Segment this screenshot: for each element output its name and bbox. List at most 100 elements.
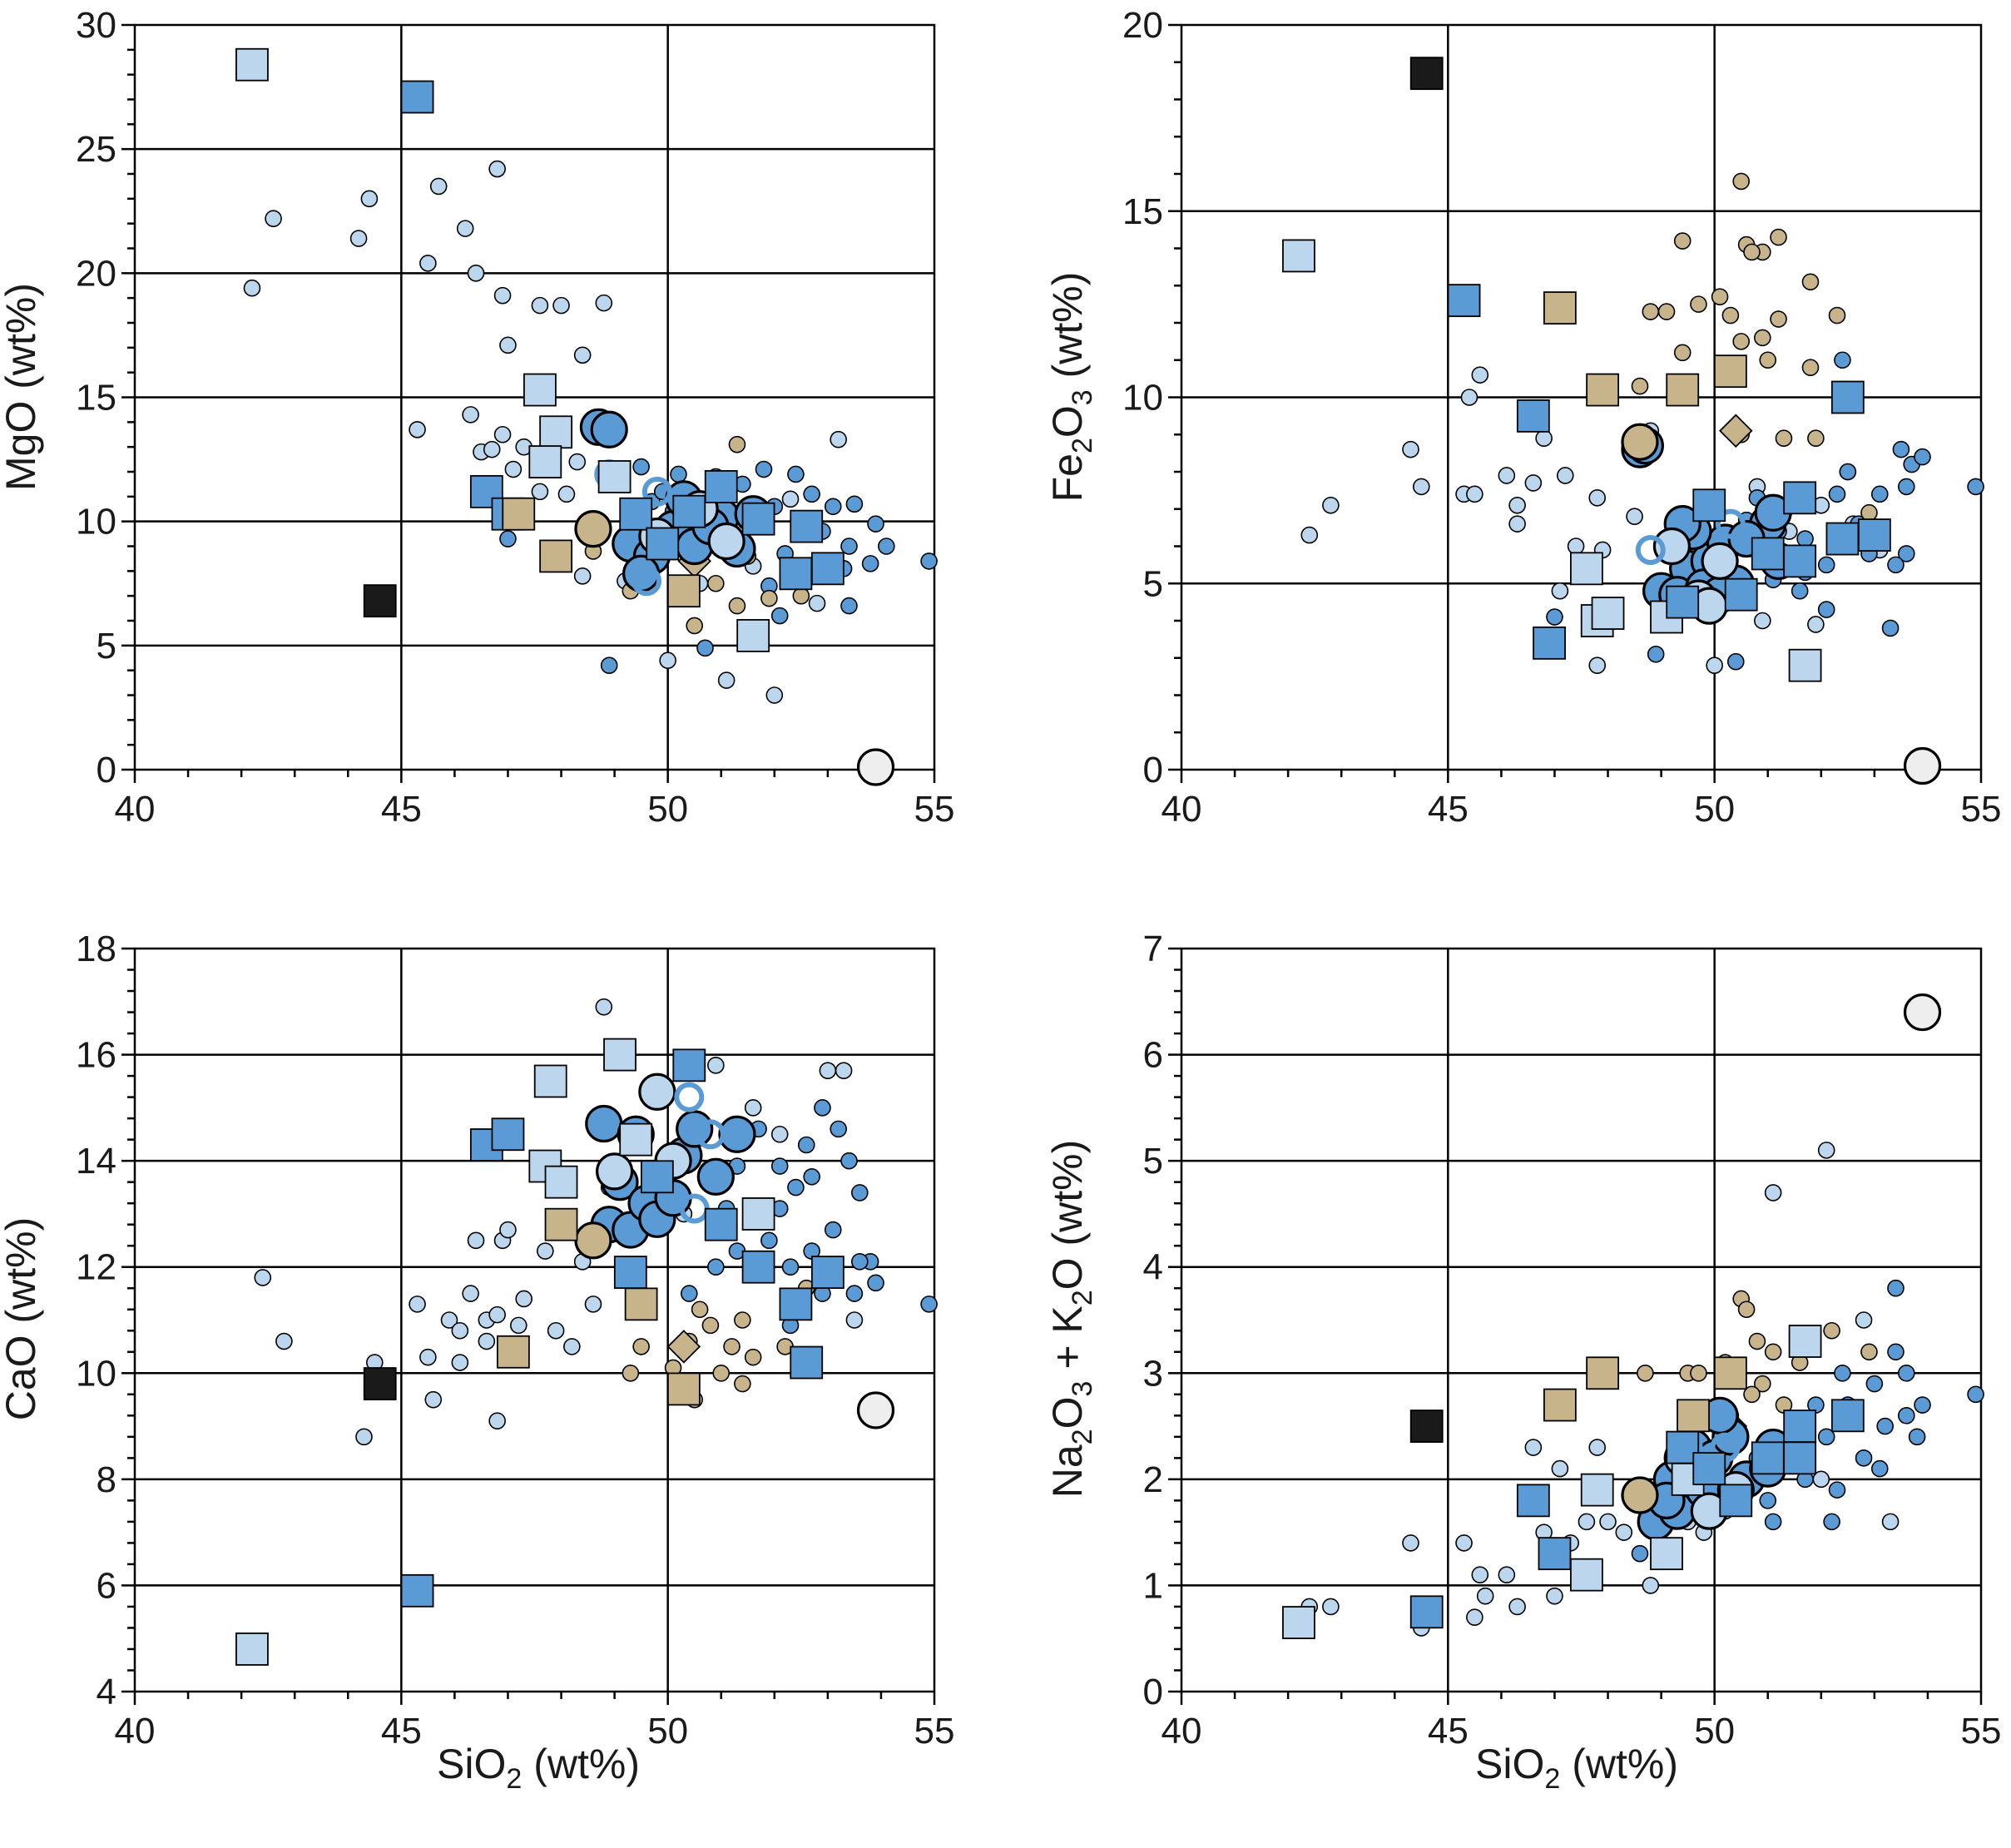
panel-cao-vs-sio2: 40 45 50 55 4 6 8 10 12 14 16 18 [76,929,954,1751]
cao-x-tick-label: 40 [115,1711,156,1751]
mgo-sample-point [349,230,368,247]
alk-sample-point [1860,1343,1878,1361]
fe2o3-sample-point [1546,608,1563,626]
alk-sample-point [1402,1534,1419,1552]
mgo-sample-point [920,552,938,570]
cao-glass-point [856,1391,895,1429]
mgo-sample-point [861,555,879,572]
alk-points [1282,993,1984,1639]
fe2o3-square-point [1409,57,1444,91]
fe2o3-y-tick-label: 20 [1122,5,1163,46]
cao-y-tick-label: 6 [97,1565,116,1606]
mgo-points [235,47,938,786]
cao-sample-point [488,1412,506,1429]
alk-x-tick-label: 45 [1428,1711,1469,1751]
mgo-sample-point [493,425,512,443]
mgo-sample-point [568,453,587,471]
mgo-sample-point [878,538,895,555]
alk-sample-point [1908,1428,1926,1446]
cao-sample-point [803,1167,820,1186]
alk-plot-frame [1180,947,1983,1693]
fe2o3-square-point [1788,648,1822,682]
alk-sample-point [1855,1311,1873,1329]
mgo-sample-point [659,652,676,670]
mgo-y-tick-label: 0 [97,750,116,790]
alk-x-tick-label: 55 [1961,1711,2002,1751]
mgo-sample-point [787,465,805,483]
cao-square-point [704,1207,738,1241]
fe2o3-square-point [1830,380,1865,414]
mgo-sample-point [760,589,778,607]
cao-glass-point [696,1157,735,1196]
cao-sample-point [819,1062,837,1080]
fe2o3-square-point [1666,373,1700,407]
alk-square-point [1677,1399,1710,1433]
mgo-sample-point [717,671,736,689]
cao-square-point [496,1335,530,1369]
alk-sample-point [1476,1587,1494,1605]
mgo-sample-point [595,294,613,312]
alk-sample-point [1876,1417,1894,1435]
fe2o3-sample-point [1300,526,1319,544]
mgo-x-tick-label: 40 [115,789,156,830]
mgo-glass-point [856,748,895,786]
fe2o3-sample-point [1673,344,1692,362]
fe2o3-sample-point [1898,545,1915,562]
panel-mgo-vs-sio2: 40 45 50 55 0 5 10 15 20 25 30 [76,5,954,830]
alk-sample-point [1690,1364,1707,1382]
fe2o3-sample-point [1914,448,1931,466]
mgo-y-tick-label: 25 [76,129,116,170]
alk-sample-point [1881,1513,1900,1531]
mgo-sample-point [488,160,506,178]
alk-sample-point [1737,1301,1756,1319]
alk-sample-point [1498,1566,1516,1583]
fe2o3-y-tick-label: 5 [1143,563,1163,604]
cao-sample-point [691,1301,709,1319]
panel-fe2o3-vs-sio2: 40 45 50 55 0 5 10 15 20 [1122,5,2001,830]
cao-square-point [624,1287,658,1321]
mgo-square-point [523,373,557,407]
mgo-sample-point [557,485,576,503]
cao-sample-point [419,1348,437,1366]
cao-square-point [491,1117,525,1152]
cao-sample-point [712,1364,731,1382]
alk-sample-point [1578,1513,1596,1531]
fe2o3-sample-point [1967,478,1984,496]
cao-square-point [666,1372,701,1406]
mgo-x-tick-label: 50 [647,789,688,830]
fe2o3-sample-point [1642,303,1660,320]
cao-sample-point [275,1332,293,1350]
cao-plot-frame [133,947,936,1693]
cao-sample-point [488,1305,506,1324]
cao-sample-point [851,1184,869,1201]
alk-x-tick-label: 50 [1694,1711,1735,1751]
mgo-glass-point [707,522,745,561]
fe2o3-square-point [1591,597,1625,630]
mgo-sample-point [632,458,650,476]
mgo-sample-point [467,265,485,282]
alk-square-point [1751,1441,1785,1475]
cao-sample-point [451,1354,469,1371]
fe2o3-square-point [1857,518,1891,552]
fe2o3-sample-point [1508,515,1526,533]
mgo-open-ring-point [641,476,672,507]
fe2o3-sample-point [1706,656,1723,675]
cao-sample-point [409,1296,426,1313]
alk-sample-point [1588,1439,1607,1456]
cao-sample-point [867,1274,884,1292]
cao-sample-point [845,1285,864,1302]
alk-sample-point [1599,1513,1617,1531]
fe2o3-sample-point [1860,503,1878,522]
fe2o3-y-tick-label: 10 [1122,378,1163,419]
alk-sample-point [1823,1321,1840,1340]
alk-sample-point [1754,1375,1771,1393]
alk-square-point [1409,1595,1444,1629]
alk-sample-point [1546,1587,1563,1605]
fe2o3-sample-point [1770,310,1787,328]
fe2o3-sample-point [1471,366,1489,384]
alk-square-point [1516,1484,1550,1518]
mgo-square-point [619,497,653,531]
cao-sample-point [537,1242,554,1260]
mgo-square-point [790,509,824,543]
